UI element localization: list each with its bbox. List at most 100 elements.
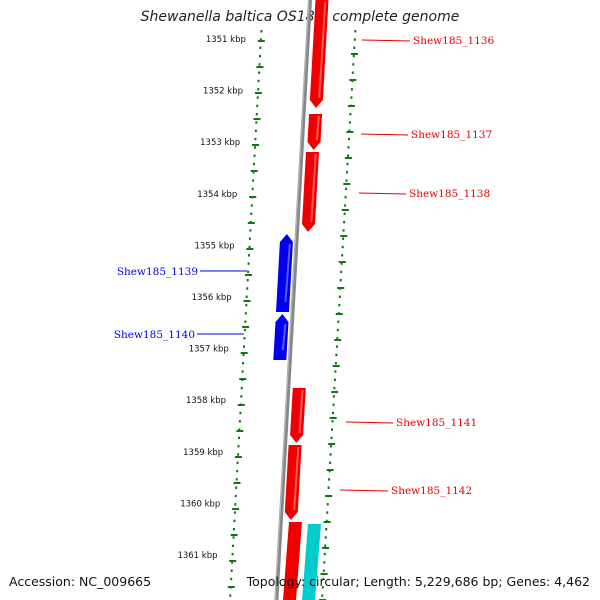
guide-dot — [246, 287, 249, 290]
guide-dot — [349, 113, 352, 116]
guide-dot — [352, 63, 355, 66]
gene-arrow-sheen — [315, 115, 320, 141]
guide-dot — [325, 528, 328, 531]
guide-dot — [344, 196, 347, 199]
guide-dot — [257, 79, 260, 83]
guide-dot — [258, 71, 261, 74]
guide-dot — [348, 121, 351, 124]
gene-arrow-sheen — [284, 243, 291, 303]
guide-dot — [330, 436, 333, 440]
guide-dot — [323, 552, 326, 556]
guide-dot — [335, 345, 338, 348]
guide-dot — [334, 370, 337, 373]
tick-mark — [252, 144, 260, 146]
guide-dot — [231, 561, 234, 564]
map-title: Shewanella baltica OS185, complete genom… — [140, 9, 460, 25]
guide-dot — [251, 187, 254, 191]
guide-dot — [253, 162, 255, 166]
tick-mark — [230, 534, 238, 536]
guide-dot — [337, 320, 340, 323]
guide-dot — [242, 353, 245, 357]
guide-dot — [324, 544, 327, 547]
guide-dot — [338, 295, 341, 298]
guide-dot — [240, 386, 243, 390]
tick-label: 1358 kbp — [186, 396, 226, 406]
guide-dot — [245, 303, 248, 307]
tick-label: 1359 kbp — [183, 448, 223, 458]
gene-arrow-sheen — [281, 323, 287, 351]
guide-dot — [256, 96, 259, 99]
gene-label: Shew185_1139 — [117, 266, 198, 278]
guide-dot — [328, 469, 331, 473]
gene-arrow-shew185_1142 — [284, 445, 302, 520]
guide-dot — [348, 129, 351, 132]
guide-dot — [243, 337, 246, 340]
tick-mark — [344, 157, 352, 159]
guide-dot — [344, 204, 347, 207]
guide-dot — [259, 46, 262, 49]
guide-dot — [246, 279, 249, 282]
guide-dot — [230, 569, 233, 572]
tick-mark — [244, 274, 252, 276]
guide-dot — [332, 411, 334, 415]
tick-mark — [234, 456, 242, 458]
guide-dot — [340, 262, 343, 265]
guide-dot — [243, 328, 246, 332]
guide-dot — [254, 146, 256, 149]
guide-dot — [232, 536, 235, 539]
guide-dot — [239, 411, 242, 415]
guide-dot — [244, 312, 247, 315]
guide-dot — [257, 88, 260, 91]
guide-dot — [340, 270, 343, 274]
tick-mark — [334, 339, 342, 341]
gene-arrow-sheen — [298, 389, 304, 434]
guide-dot — [255, 113, 258, 116]
guide-dot — [248, 245, 251, 249]
guide-dot — [332, 395, 335, 398]
guide-dot — [233, 511, 236, 514]
guide-dot — [231, 552, 234, 556]
guide-dot — [338, 303, 341, 307]
guide-dot — [248, 254, 250, 257]
tick-mark — [329, 417, 337, 419]
tick-mark — [332, 365, 340, 367]
guide-dot — [254, 129, 257, 132]
guide-dot — [339, 279, 342, 282]
tick-label: 1355 kbp — [194, 241, 234, 251]
tick-mark — [236, 430, 244, 432]
leader-line — [360, 133, 409, 136]
guide-dot — [322, 577, 325, 581]
guide-dot — [234, 503, 237, 506]
guide-dot — [259, 54, 261, 58]
guide-dot — [331, 428, 333, 431]
tick-label: 1354 kbp — [197, 190, 237, 200]
guide-dot — [341, 254, 344, 257]
gene-arrow-shew185_1140 — [273, 314, 289, 360]
guide-dot — [353, 46, 356, 49]
genome-summary: Topology: circular; Length: 5,229,686 bp… — [246, 574, 590, 589]
guide-dot — [249, 229, 252, 232]
guide-dot — [332, 403, 335, 406]
tick-label: 1351 kbp — [206, 35, 246, 45]
tick-label: 1360 kbp — [180, 499, 220, 509]
guide-dot — [260, 30, 263, 33]
guide-dot — [247, 262, 250, 265]
tick-mark — [257, 40, 265, 42]
tick-label: 1352 kbp — [203, 87, 243, 97]
guide-dot — [248, 237, 251, 240]
guide-dot — [322, 569, 325, 572]
guide-dot — [254, 137, 257, 141]
tick-mark — [340, 235, 348, 237]
tick-label: 1356 kbp — [192, 293, 232, 303]
tick-mark — [350, 53, 358, 55]
guide-dot — [351, 71, 354, 74]
outer-dotted-ring — [321, 30, 357, 597]
guide-dot — [329, 453, 332, 456]
accession-label: Accession: NC_009665 — [9, 574, 152, 589]
tick-mark — [347, 105, 355, 107]
guide-dot — [258, 63, 261, 66]
tick-mark — [326, 469, 334, 471]
tick-mark — [323, 521, 331, 523]
guide-dot — [233, 519, 236, 523]
